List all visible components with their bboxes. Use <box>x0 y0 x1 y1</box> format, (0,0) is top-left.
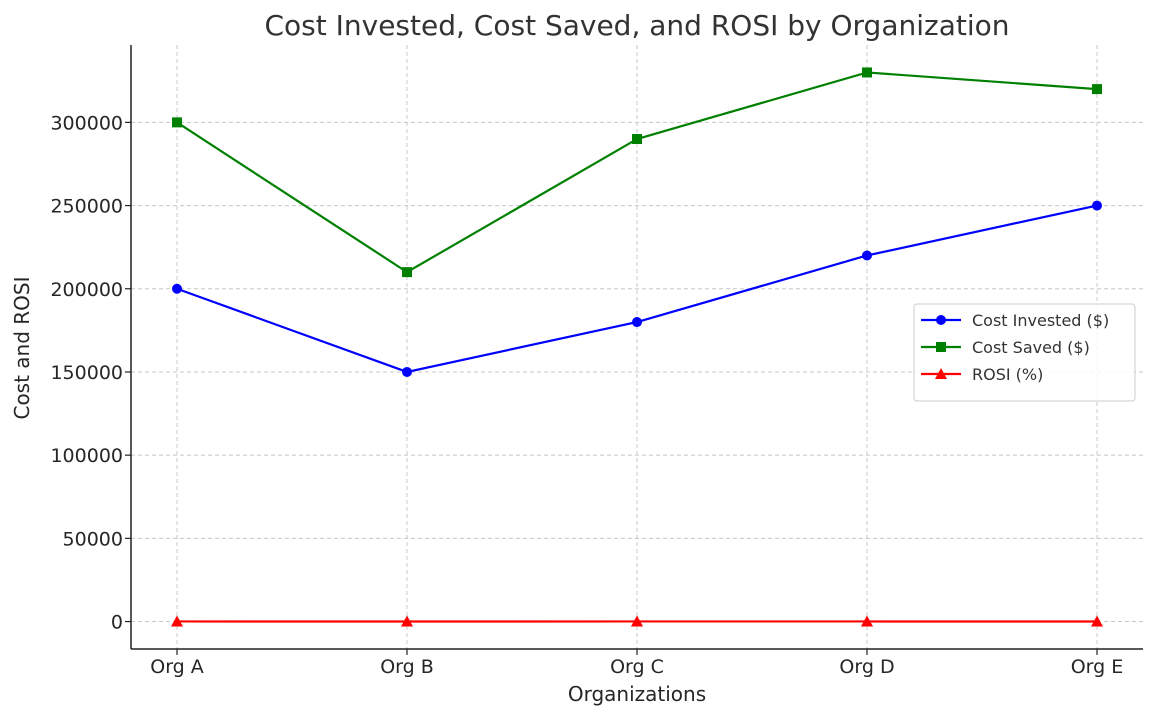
y-tick-label: 250000 <box>50 196 123 218</box>
series-0 <box>172 200 1102 377</box>
data-point <box>862 250 872 261</box>
y-tick-label: 150000 <box>50 362 123 384</box>
legend-marker <box>936 342 946 352</box>
legend-label: ROSI (%) <box>972 365 1043 384</box>
legend-box <box>913 303 1136 402</box>
y-tick-label: 300000 <box>50 112 123 134</box>
chart-title: Cost Invested, Cost Saved, and ROSI by O… <box>264 9 1009 42</box>
series-2 <box>171 615 1103 627</box>
data-point <box>401 615 413 627</box>
data-point <box>1091 615 1103 627</box>
data-point <box>632 317 642 328</box>
data-point <box>631 615 643 627</box>
data-point <box>1092 84 1102 95</box>
data-point <box>1092 200 1102 211</box>
data-point <box>171 615 183 627</box>
y-tick-label: 200000 <box>50 279 123 301</box>
data-point <box>172 117 182 128</box>
legend: Cost Invested ($) Cost Saved ($) ROSI (%) <box>913 303 1136 402</box>
x-axis-label: Organizations <box>568 682 706 706</box>
legend-marker <box>936 315 946 325</box>
data-point <box>172 283 182 294</box>
y-tick-label: 100000 <box>50 445 123 467</box>
legend-label: Cost Invested ($) <box>972 311 1109 330</box>
legend-label: Cost Saved ($) <box>972 338 1090 357</box>
x-tick-label: Org E <box>1071 656 1124 678</box>
data-point <box>632 134 642 145</box>
data-point <box>402 267 412 278</box>
data-point <box>862 67 872 78</box>
y-tick-label: 50000 <box>63 528 123 550</box>
y-axis-label: Cost and ROSI <box>10 276 34 419</box>
legend-marker <box>935 368 947 379</box>
x-tick-label: Org C <box>610 656 664 678</box>
data-point <box>861 615 873 627</box>
x-tick-label: Org A <box>150 656 204 678</box>
x-tick-label: Org D <box>839 656 894 678</box>
data-point <box>402 366 412 377</box>
series-1 <box>172 67 1102 278</box>
x-tick-label: Org B <box>380 656 434 678</box>
series-group <box>171 67 1103 627</box>
axes: 0 50000 100000 150000 200000 250000 300000 Org … <box>50 45 1143 678</box>
y-tick-label: 0 <box>111 612 123 634</box>
